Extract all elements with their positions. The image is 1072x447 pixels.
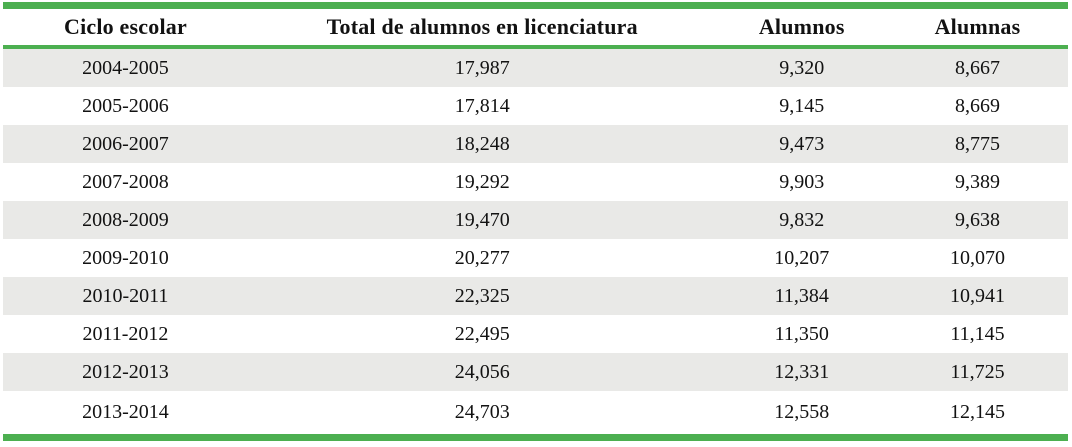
cell-alumnos: 12,331 — [774, 360, 830, 383]
cell-total-alumnos: 19,470 — [454, 208, 510, 231]
column-header-ciclo-escolar: Ciclo escolar — [3, 9, 248, 49]
table-row: 2010-2011 22,325 11,384 10,941 — [3, 277, 1068, 315]
cell-alumnas: 8,775 — [954, 132, 1000, 155]
cell-total-alumnos: 24,056 — [454, 360, 510, 383]
table-row: 2004-2005 17,987 9,320 8,667 — [3, 47, 1068, 87]
cell-total-alumnos: 22,495 — [454, 322, 510, 345]
cell-total-alumnos: 17,814 — [454, 94, 510, 117]
cell-alumnas: 8,669 — [954, 94, 1000, 117]
column-header-alumnos: Alumnos — [716, 9, 887, 49]
cell-alumnos: 9,903 — [779, 170, 825, 193]
cell-total-alumnos: 20,277 — [454, 246, 510, 269]
top-border-bar — [3, 2, 1068, 9]
cell-alumnas: 10,941 — [949, 284, 1005, 307]
cell-ciclo-escolar: 2012-2013 — [82, 360, 169, 383]
cell-alumnos: 11,350 — [774, 322, 829, 345]
table-body: 2004-2005 17,987 9,320 8,667 2005-2006 17,814… — [3, 47, 1068, 434]
column-header-alumnas: Alumnas — [886, 9, 1068, 49]
cell-alumnas: 9,389 — [954, 170, 1000, 193]
cell-alumnas: 12,145 — [949, 401, 1005, 423]
cell-ciclo-escolar: 2004-2005 — [82, 56, 169, 79]
cell-alumnos: 9,320 — [779, 56, 825, 79]
table-row: 2013-2014 24,703 12,558 12,145 — [3, 391, 1068, 434]
cell-alumnos: 10,207 — [774, 246, 830, 269]
cell-ciclo-escolar: 2008-2009 — [82, 208, 169, 231]
table-row: 2011-2012 22,495 11,350 11,145 — [3, 315, 1068, 353]
cell-ciclo-escolar: 2006-2007 — [82, 132, 169, 155]
cell-alumnas: 11,725 — [950, 360, 1005, 383]
cell-alumnos: 12,558 — [774, 401, 830, 423]
table-row: 2008-2009 19,470 9,832 9,638 — [3, 201, 1068, 239]
cell-alumnos: 9,832 — [779, 208, 825, 231]
column-header-total-alumnos: Total de alumnos en licenciatura — [247, 9, 717, 49]
bottom-border-bar — [3, 434, 1068, 441]
enrollment-table: Ciclo escolar Total de alumnos en licenc… — [3, 9, 1068, 434]
table-row: 2007-2008 19,292 9,903 9,389 — [3, 163, 1068, 201]
cell-alumnos: 9,145 — [779, 94, 825, 117]
cell-ciclo-escolar: 2013-2014 — [82, 401, 169, 423]
cell-ciclo-escolar: 2010-2011 — [82, 284, 169, 307]
cell-total-alumnos: 22,325 — [454, 284, 510, 307]
cell-total-alumnos: 17,987 — [454, 56, 510, 79]
cell-ciclo-escolar: 2005-2006 — [82, 94, 169, 117]
table-row: 2005-2006 17,814 9,145 8,669 — [3, 87, 1068, 125]
cell-total-alumnos: 19,292 — [454, 170, 510, 193]
cell-ciclo-escolar: 2011-2012 — [82, 322, 169, 345]
cell-ciclo-escolar: 2007-2008 — [82, 170, 169, 193]
table-row: 2012-2013 24,056 12,331 11,725 — [3, 353, 1068, 391]
cell-total-alumnos: 18,248 — [454, 132, 510, 155]
cell-alumnas: 10,070 — [949, 246, 1005, 269]
table-row: 2009-2010 20,277 10,207 10,070 — [3, 239, 1068, 277]
cell-alumnas: 8,667 — [954, 56, 1000, 79]
cell-total-alumnos: 24,703 — [454, 401, 510, 423]
cell-alumnos: 9,473 — [779, 132, 825, 155]
cell-ciclo-escolar: 2009-2010 — [82, 246, 169, 269]
header-row: Ciclo escolar Total de alumnos en licenc… — [3, 9, 1068, 49]
cell-alumnas: 11,145 — [950, 322, 1005, 345]
cell-alumnos: 11,384 — [774, 284, 829, 307]
cell-alumnas: 9,638 — [954, 208, 1000, 231]
table-row: 2006-2007 18,248 9,473 8,775 — [3, 125, 1068, 163]
